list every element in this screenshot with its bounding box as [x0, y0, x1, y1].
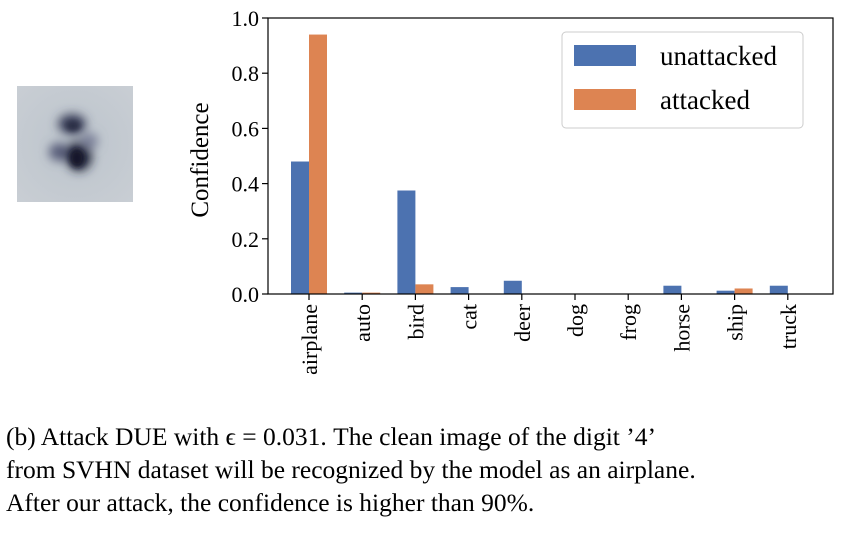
y-tick-label: 1.0 — [232, 6, 260, 31]
legend: unattacked attacked — [561, 31, 804, 129]
bar-unattacked-truck — [769, 285, 788, 294]
y-axis-label: Confidence — [187, 102, 214, 217]
bar-unattacked-deer — [503, 280, 522, 294]
x-tick-label-auto: auto — [350, 304, 375, 342]
legend-swatch-unattacked — [574, 45, 636, 66]
legend-swatch-attacked — [574, 89, 636, 110]
y-tick-label: 0.8 — [232, 61, 260, 86]
y-tick-label: 0.0 — [232, 282, 260, 307]
bar-unattacked-auto — [344, 292, 363, 294]
bar-unattacked-bird — [397, 190, 416, 294]
x-tick-label-horse: horse — [669, 304, 694, 352]
digit-image — [17, 86, 133, 202]
bar-unattacked-cat — [450, 287, 469, 294]
caption-line-2: from SVHN dataset will be recognized by … — [6, 455, 696, 484]
bar-chart: 0.0 0.2 0.4 0.6 0.8 1.0 airplane auto bird cat de… — [187, 6, 834, 375]
bar-unattacked-horse — [663, 285, 682, 294]
x-tick-label-dog: dog — [563, 304, 588, 337]
caption-line-1: (b) Attack DUE with ϵ = 0.031. The clean… — [6, 422, 656, 451]
x-tick-label-truck: truck — [776, 304, 801, 349]
bar-attacked-airplane — [309, 34, 327, 295]
plot-frame — [267, 17, 834, 295]
x-tick-label-deer: deer — [510, 303, 535, 342]
bar-unattacked-airplane — [291, 161, 309, 294]
y-tick-label: 0.4 — [232, 172, 260, 197]
x-axis-ticks: airplane auto bird cat deer dog frog horse ship t… — [297, 294, 801, 375]
legend-label-attacked: attacked — [660, 85, 750, 115]
y-tick-label: 0.2 — [232, 227, 260, 252]
bars-group — [291, 34, 788, 295]
y-axis-ticks: 0.0 0.2 0.4 0.6 0.8 1.0 — [232, 6, 268, 307]
bar-unattacked-ship — [716, 290, 735, 294]
caption-line-3: After our attack, the confidence is high… — [6, 488, 535, 517]
bar-attacked-auto — [362, 292, 381, 294]
legend-label-unattacked: unattacked — [660, 41, 777, 71]
bar-attacked-bird — [415, 284, 434, 294]
x-tick-label-cat: cat — [457, 304, 482, 330]
x-tick-label-ship: ship — [723, 304, 748, 341]
x-tick-label-airplane: airplane — [297, 304, 322, 375]
figure-caption: (b) Attack DUE with ϵ = 0.031. The clean… — [6, 420, 851, 519]
y-tick-label: 0.6 — [232, 116, 260, 141]
x-tick-label-bird: bird — [403, 304, 428, 339]
bar-attacked-ship — [734, 288, 753, 294]
x-tick-label-frog: frog — [616, 304, 641, 341]
